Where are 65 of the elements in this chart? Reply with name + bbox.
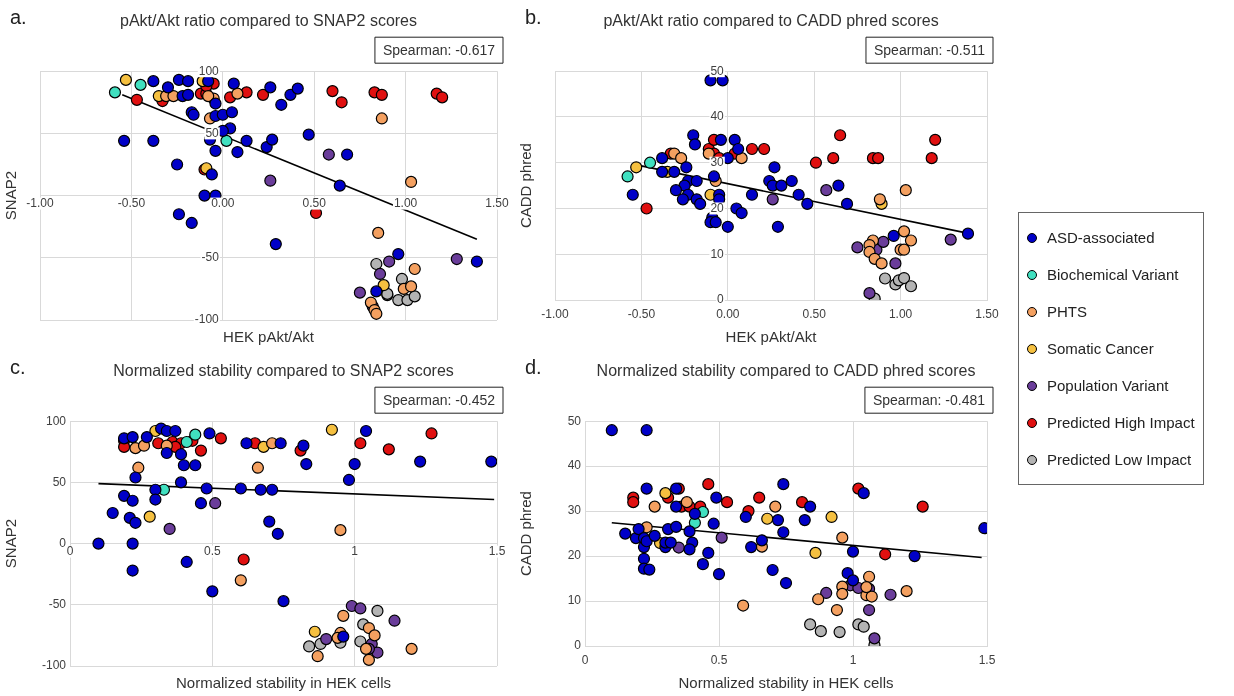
y-tick-label: 10 [710,246,725,261]
text: Spearman: -0.617 [382,42,496,59]
y-tick-label: 20 [710,200,725,215]
y-tick-label: -50 [201,250,220,265]
y-axis-title: CADD phred [517,491,534,577]
y-tick-label: 0 [574,638,582,653]
text: d. [525,356,542,378]
y-tick-label: -50 [48,597,67,612]
y-tick-label: -100 [41,658,67,673]
x-tick-label: -1.00 [541,307,569,322]
x-tick-label: 1 [351,543,359,558]
y-axis-title: SNAP2 [2,519,19,569]
x-axis-title: HEK pAkt/Akt [223,328,315,345]
y-tick-label: 50 [205,125,220,140]
legend-label: Somatic Cancer [1047,340,1154,357]
y-tick-label: 20 [567,548,582,563]
x-tick-label: 0.00 [716,307,740,322]
x-tick-label: 0.5 [710,653,728,668]
x-tick-label: -1.00 [26,195,54,210]
y-tick-label: 100 [45,413,67,428]
text: Spearman: -0.511 [873,42,986,59]
x-tick-label: 1.00 [888,307,913,322]
y-tick-label: 30 [567,503,582,518]
y-tick-label: 10 [567,593,582,608]
text: a. [10,6,27,28]
x-tick-label: -0.50 [117,195,146,210]
chart-title: Normalized stability compared to SNAP2 scores [113,362,454,380]
y-tick-label: -100 [194,312,220,327]
x-axis-title: Normalized stability in HEK cells [678,674,894,691]
text: Spearman: -0.452 [382,392,496,409]
text: Spearman: -0.481 [872,392,986,409]
y-tick-label: 100 [198,63,220,78]
legend-label: Biochemical Variant [1047,266,1179,283]
legend-label: Population Variant [1047,377,1169,394]
y-axis-title: CADD phred [517,143,534,229]
text: c. [10,356,26,378]
text: b. [525,6,542,28]
x-tick-label: 0.5 [203,543,221,558]
x-axis-title: HEK pAkt/Akt [725,328,818,345]
x-tick-label: 0.50 [302,195,327,210]
x-tick-label: 0.50 [802,307,827,322]
x-tick-label: 1.50 [975,307,999,322]
x-tick-label: 1.5 [488,543,506,558]
x-tick-label: -0.50 [627,307,656,322]
x-tick-label: 1.00 [393,195,418,210]
x-tick-label: 1.5 [978,653,996,668]
x-tick-label: 1 [849,653,857,668]
y-tick-label: 50 [567,413,582,428]
y-tick-label: 50 [52,474,67,489]
legend-label: PHTS [1047,303,1088,320]
y-tick-label: 40 [567,458,582,473]
x-tick-label: 1.50 [485,195,509,210]
y-axis-title: SNAP2 [2,171,19,221]
x-axis-title: Normalized stability in HEK cells [175,674,392,691]
legend-label: Predicted High Impact [1047,414,1195,431]
legend-label: ASD-associated [1047,229,1155,246]
chart-title: pAkt/Akt ratio compared to SNAP2 scores [119,12,418,30]
y-tick-label: 50 [710,63,725,78]
x-tick-label: 0.00 [211,195,235,210]
y-tick-label: 0 [717,292,725,307]
chart-title: pAkt/Akt ratio compared to CADD phred scores [603,12,939,30]
chart-title: Normalized stability compared to CADD phred scores [596,362,976,380]
legend-label: Predicted Low Impact [1047,451,1192,468]
y-tick-label: 40 [710,109,725,124]
y-tick-label: 30 [710,155,725,170]
